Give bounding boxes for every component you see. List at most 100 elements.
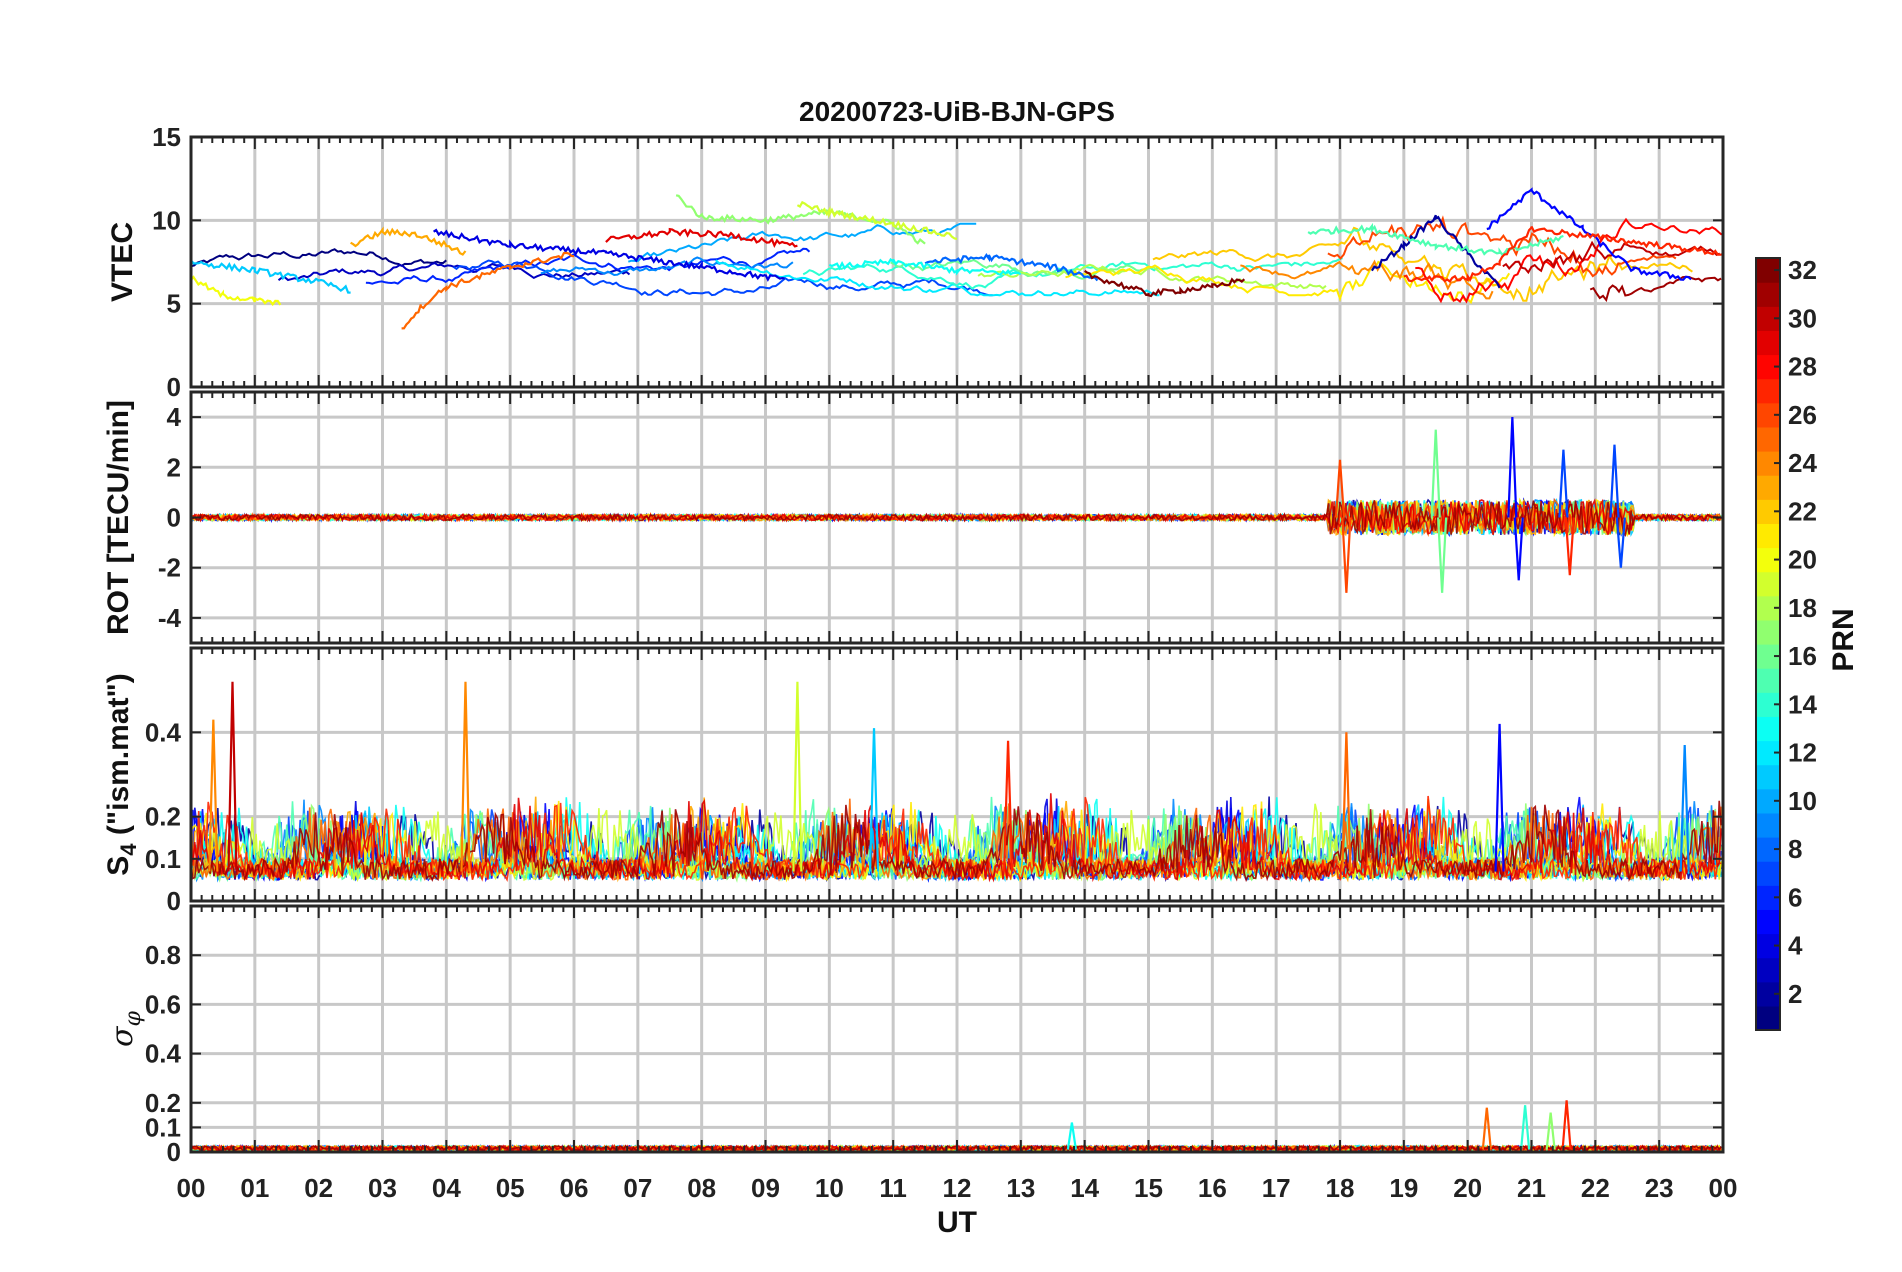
x-tick-label: 12 [943, 1173, 972, 1203]
colorbar-tick-label: 28 [1788, 352, 1817, 382]
peak-spike-prn-17 [1545, 1112, 1556, 1150]
vtec-series-prn-2 [1370, 214, 1501, 289]
peak-spike-prn-14 [1520, 1105, 1531, 1150]
y-tick-label: 0.1 [145, 1112, 181, 1142]
y-label-main: σ [105, 1025, 140, 1047]
x-tick-label: 11 [879, 1173, 907, 1203]
y-tick-label: 2 [167, 452, 181, 482]
y-tick-label: 0 [167, 503, 181, 533]
x-tick-label: 16 [1198, 1173, 1227, 1203]
x-tick-label: 19 [1389, 1173, 1418, 1203]
colorbar-tick-label: 12 [1788, 738, 1817, 768]
colorbar-segment [1756, 523, 1780, 549]
vtec-series-prn-20 [191, 275, 282, 307]
x-tick-label: 23 [1645, 1173, 1674, 1203]
x-tick-label: 22 [1581, 1173, 1610, 1203]
colorbar-segment [1756, 426, 1780, 452]
data-series [191, 417, 1722, 593]
colorbar-label: PRN [1827, 608, 1860, 671]
peak-spike-prn-16 [1430, 429, 1441, 518]
colorbar-segment [1756, 378, 1780, 404]
peak-spike-prn-27 [1002, 740, 1014, 872]
x-tick-label: 05 [496, 1173, 525, 1203]
x-tick-label: 17 [1262, 1173, 1291, 1203]
y-tick-label: 5 [167, 289, 181, 319]
y-tick-label: 0.1 [145, 844, 181, 874]
x-tick-label: 00 [177, 1173, 206, 1203]
vtec-trace [1415, 217, 1723, 304]
vtec-series-prn-15 [1307, 222, 1564, 256]
noise-trace-prn-19 [191, 803, 1722, 883]
x-tick-label: 13 [1006, 1173, 1035, 1203]
peak-spike-prn-27 [1564, 517, 1575, 576]
peak-spike-prn-7 [1609, 444, 1620, 518]
x-axis-label: UT [937, 1206, 977, 1239]
panel-3: 00.10.20.4S4 ("ism.mat") [102, 646, 1725, 916]
vtec-series-prn-11 [191, 259, 351, 294]
colorbar-tick-label: 30 [1788, 303, 1817, 333]
vtec-trace [452, 259, 993, 297]
noise-trace-prn-31 [191, 500, 1722, 538]
peak-spike-prn-27 [1561, 1100, 1572, 1150]
peak-spike-prn-5 [1507, 417, 1518, 518]
x-tick-label: 03 [368, 1173, 397, 1203]
vtec-trace [1502, 240, 1721, 275]
colorbar-segment [1756, 957, 1780, 983]
x-tick-marks [190, 906, 1724, 1152]
peak-spike-prn-25 [1481, 1107, 1492, 1150]
x-tick-marks [190, 392, 1724, 643]
vtec-series-prn-4 [433, 228, 785, 282]
y-tick-label: 0 [167, 1137, 181, 1167]
colorbar-tick-label: 8 [1788, 834, 1802, 864]
colorbar-tick-label: 10 [1788, 786, 1817, 816]
panel-1: 0 5 10 15 VTEC [106, 122, 1725, 402]
vtec-series-prn-25 [401, 251, 575, 330]
x-tick-label: 02 [304, 1173, 333, 1203]
peak-spike-prn-7 [1558, 449, 1569, 518]
y-tick-label: 0 [167, 886, 181, 916]
peak-spike-prn-16 [1437, 517, 1448, 593]
colorbar-segment [1756, 282, 1780, 307]
colorbar-segment [1756, 330, 1780, 356]
grid-lines [191, 906, 1723, 1152]
colorbar-segment [1756, 571, 1780, 597]
vtec-trace [802, 257, 1343, 290]
vtec-trace [277, 261, 631, 282]
y-tick-label: 0.8 [145, 940, 181, 970]
y-axis-label: ROT [TECU/min] [102, 400, 135, 635]
peak-spike-prn-24 [460, 681, 471, 872]
peak-spike-prn-30 [227, 681, 238, 872]
x-tick-label: 00 [1709, 1173, 1738, 1203]
colorbar-segment [1756, 909, 1780, 935]
peak-spike-prn-26 [1334, 459, 1346, 518]
y-tick-label: 10 [152, 205, 181, 235]
y-tick-label: 0.2 [145, 1088, 181, 1118]
y-label-subscript: 4 [116, 843, 141, 856]
vtec-trace [1240, 259, 1494, 300]
x-tick-marks [190, 648, 1724, 901]
vtec-series-prn-17 [675, 194, 926, 245]
colorbar-tick-label: 18 [1788, 593, 1817, 623]
colorbar-tick-label: 24 [1788, 448, 1817, 478]
y-axis-label: VTEC [106, 222, 139, 302]
x-tick-label: 08 [687, 1173, 716, 1203]
x-tick-label: 10 [815, 1173, 844, 1203]
peak-spike-prn-25 [1341, 732, 1352, 872]
colorbar-tick-label: 32 [1788, 255, 1817, 285]
colorbar-segment [1756, 764, 1780, 790]
chart-title: 20200723-UiB-BJN-GPS [799, 96, 1115, 127]
colorbar-tick-label: 20 [1788, 545, 1817, 575]
y-label-rest: ("ism.mat") [102, 673, 135, 843]
x-tick-label: 20 [1453, 1173, 1482, 1203]
colorbar-tick-label: 4 [1788, 931, 1803, 961]
vtec-trace [715, 259, 1160, 297]
x-tick-label: 01 [240, 1173, 269, 1203]
vtec-series-prn-32 [1084, 270, 1246, 298]
colorbar-tick-label: 2 [1788, 979, 1802, 1009]
x-tick-label: 06 [560, 1173, 589, 1203]
y-tick-label: 0.6 [145, 989, 181, 1019]
colorbar-segment [1756, 619, 1780, 645]
x-tick-label: 04 [432, 1173, 461, 1203]
